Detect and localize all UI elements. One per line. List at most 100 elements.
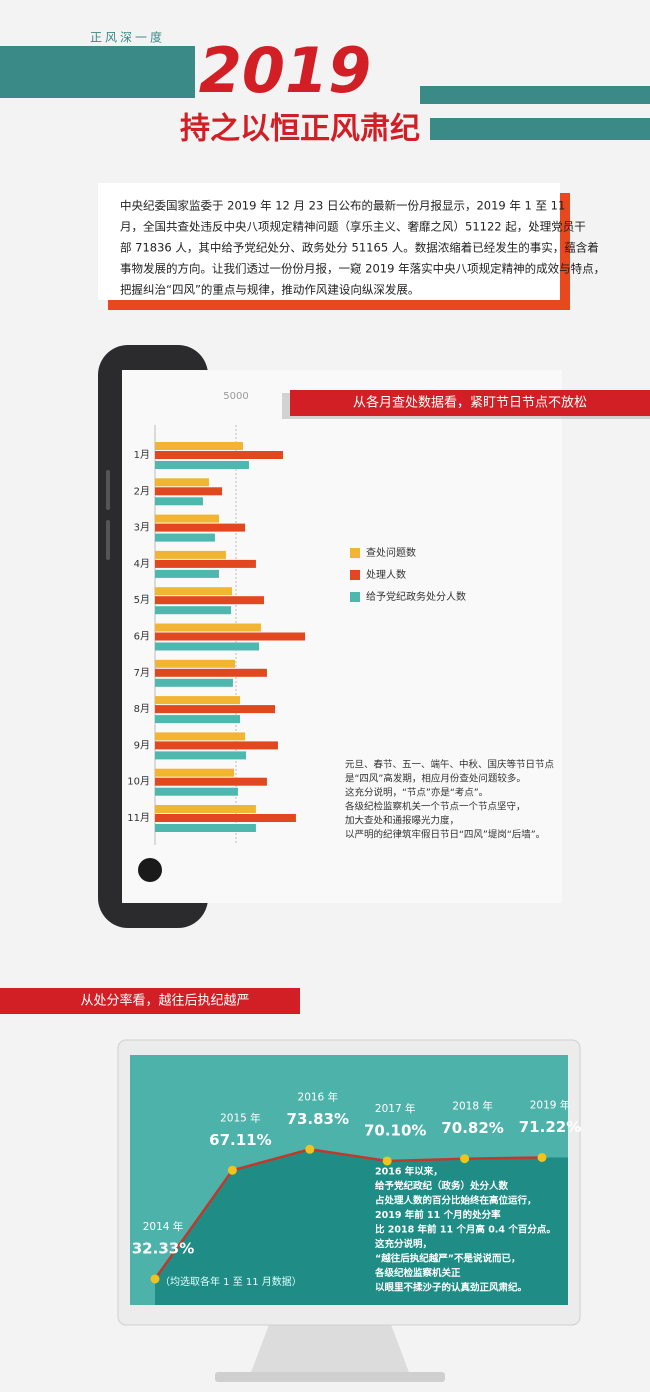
- bar: [155, 814, 296, 822]
- annotation-line: 以眼里不揉沙子的认真劲正风肃纪。: [375, 1282, 527, 1294]
- y-tick-label: 3月: [134, 522, 150, 534]
- bar: [155, 777, 267, 786]
- annotation-line: 给予党纪政纪（政务）处分人数: [375, 1180, 509, 1192]
- monitor-stand: [250, 1322, 410, 1375]
- header-title: 持之以恒正风肃纪: [180, 112, 420, 147]
- y-tick-label: 8月: [134, 703, 150, 715]
- bar: [155, 461, 249, 469]
- phone-button: [106, 520, 110, 560]
- y-tick-label: 7月: [134, 667, 150, 679]
- section-heading: 从处分率看，越往后执纪越严: [80, 993, 249, 1009]
- point: [150, 1274, 160, 1284]
- y-tick-label: 4月: [134, 558, 150, 570]
- legend-label: 处理人数: [366, 568, 406, 581]
- point: [305, 1144, 315, 1154]
- bar: [155, 550, 226, 559]
- y-tick-label: 9月: [134, 739, 150, 751]
- legend-swatch: [350, 548, 360, 558]
- point: [382, 1156, 392, 1166]
- bar: [155, 632, 306, 641]
- heading-bar: [290, 390, 650, 416]
- category-label: 2016 年: [298, 1090, 339, 1103]
- bar: [155, 705, 276, 714]
- legend-swatch: [350, 570, 360, 580]
- y-tick-label: 6月: [134, 631, 150, 643]
- legend-swatch: [350, 592, 360, 602]
- point: [537, 1152, 547, 1162]
- annotation-line: 是“四风”高发期，相应月份查处问题较多。: [345, 773, 526, 785]
- annotation-line: 各级纪检监察机关正: [374, 1267, 461, 1279]
- category-label: 2017 年: [375, 1102, 416, 1115]
- annotation-line: 这充分说明，: [375, 1238, 432, 1250]
- category-label: 2015 年: [220, 1111, 261, 1124]
- bar: [155, 596, 265, 605]
- bar: [155, 741, 278, 750]
- intro-box: [98, 183, 560, 300]
- bar: [155, 732, 246, 741]
- line: [153, 1148, 543, 1280]
- annotation-line: 这充分说明，“节点”亦是“考点”。: [345, 787, 488, 799]
- y-tick-label: 11月: [127, 812, 150, 824]
- y-tick-label: 2月: [134, 485, 150, 497]
- annotation-line: 各级纪检监察机关一个节点一个节点坚守，: [345, 801, 526, 813]
- y-tick-label: 1月: [134, 449, 150, 461]
- phone-button: [106, 470, 110, 510]
- y-tick-label: 5月: [134, 594, 150, 606]
- intro-line: 把握纠治“四风”的重点与规律，推动作风建设向纵深发展。: [120, 283, 419, 297]
- bar: [155, 668, 267, 677]
- annotation-line: 比 2018 年前 11 个月高 0.4 个百分点。: [375, 1224, 556, 1236]
- y-tick-label: 10月: [127, 776, 150, 788]
- annotation-line: “越往后执纪越严”不是说说而已，: [375, 1253, 521, 1265]
- category-label: 2018 年: [452, 1100, 493, 1113]
- intro-text: 中央纪委国家监委于 2019 年 12 月 23 日公布的最新一份月报显示，20…: [120, 199, 605, 297]
- annotation-line: 占处理人数的百分比始终在高位运行，: [375, 1195, 537, 1207]
- bar: [155, 497, 203, 506]
- annotation-line: 元旦、春节、五一、端午、中秋、国庆等节日节点: [345, 759, 555, 771]
- value-label: 32.33%: [132, 1239, 194, 1257]
- bar: [155, 451, 283, 459]
- point: [227, 1165, 237, 1175]
- charts: 5000 1月 2月 3月 4月 5月 6月 7月 8月 9月 10月 11月 查处问题数处理人数给予党…: [127, 391, 581, 1305]
- header-year: 2019: [199, 34, 372, 107]
- intro-line: 月，全国共查处违反中央八项规定精神问题（享乐主义、奢靡之风）51122 起，处理…: [120, 220, 586, 234]
- bar: [155, 678, 233, 687]
- intro-line: 部 71836 人，其中给予党纪处分、政务处分 51165 人。数据浓缩着已经发…: [120, 241, 599, 255]
- bar: [155, 659, 236, 668]
- bar: [155, 487, 223, 496]
- area: [155, 1149, 568, 1305]
- x-tick-label: 5000: [223, 391, 248, 402]
- chart-note: （均选取各年 1 至 11 月数据）: [160, 1275, 302, 1288]
- intro-line: 中央纪委国家监委于 2019 年 12 月 23 日公布的最新一份月报显示，20…: [120, 199, 565, 213]
- heading-bar: [0, 988, 300, 1014]
- bar: [155, 523, 246, 532]
- category-label: 2019 年: [530, 1098, 571, 1111]
- legend-label: 给予党纪政务处分人数: [366, 590, 466, 603]
- bar: [155, 559, 256, 568]
- monitor-base: [215, 1372, 445, 1382]
- value-label: 73.83%: [287, 1110, 349, 1128]
- bar: [155, 606, 231, 615]
- bar: [155, 442, 243, 450]
- bar: [155, 623, 261, 632]
- bar: [155, 715, 241, 724]
- legend-label: 查处问题数: [366, 546, 416, 559]
- annotation-line: 加大查处和通报曝光力度，: [345, 815, 459, 827]
- category-label: 2014 年: [143, 1220, 184, 1233]
- header-band: [420, 86, 650, 104]
- point: [460, 1154, 470, 1164]
- value-label: 70.82%: [441, 1119, 503, 1137]
- header-band: [430, 118, 650, 140]
- annotation-line: 2016 年以来，: [375, 1166, 443, 1178]
- bar: [155, 514, 219, 523]
- intro-line: 事物发展的方向。让我们透过一份份月报，一窥 2019 年落实中央八项规定精神的成…: [120, 262, 605, 276]
- bar: [155, 805, 256, 813]
- header-tag: 正风深一度: [90, 30, 165, 45]
- bar: [155, 569, 219, 578]
- bar: [155, 824, 256, 832]
- annotation-line: 以严明的纪律筑牢假日节日“四风”堤岗“后墙”。: [345, 829, 545, 841]
- bar: [155, 696, 241, 705]
- bar: [155, 533, 215, 542]
- phone-home: [138, 858, 162, 882]
